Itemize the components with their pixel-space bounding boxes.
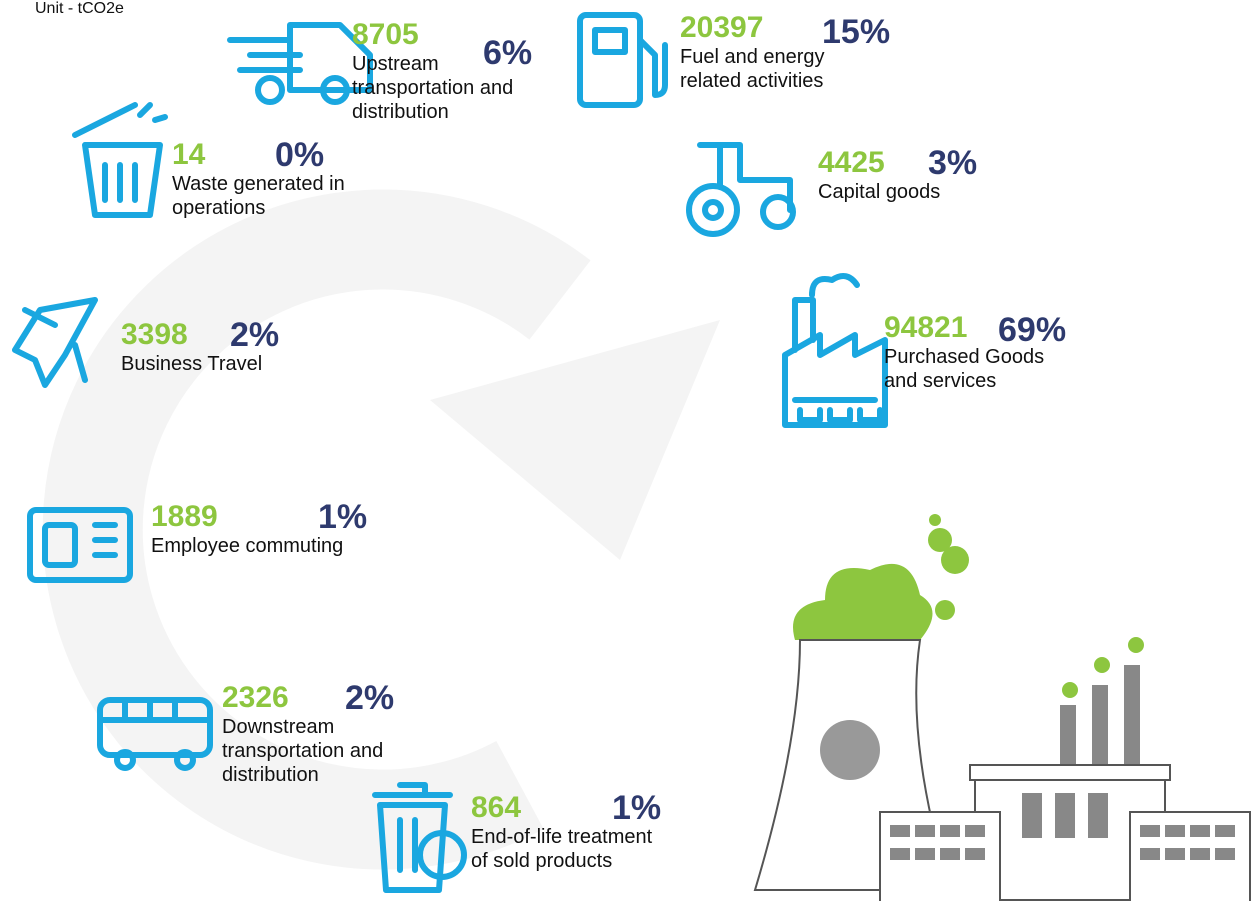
arrow-head [430,320,720,560]
category-label: and services [884,370,997,392]
category-label: Fuel and energy [680,46,825,68]
emission-share: 3% [928,144,978,182]
emission-value: 2326 [222,681,289,714]
category-label: Business Travel [121,353,263,375]
category-label: End-of-life treatment [471,826,653,848]
emission-share: 2% [345,679,395,717]
category-label: transportation and [222,740,384,762]
emission-share: 15% [822,13,891,51]
factory [753,514,1251,901]
emission-value: 1889 [151,500,218,533]
icons [12,12,888,893]
category-label: Waste generated in [172,173,345,195]
category-label: Capital goods [818,181,941,203]
emission-share: 0% [275,136,325,174]
cycle-arrow [42,189,591,870]
category-label: transportation and [352,77,514,99]
emission-value: 20397 [680,11,764,44]
emission-share: 2% [230,316,280,354]
emission-value: 94821 [884,311,968,344]
category-label: Purchased Goods [884,346,1045,368]
category-label: Employee commuting [151,535,344,557]
emission-value: 864 [471,791,522,824]
category-label: related activities [680,70,824,92]
category-label: distribution [352,101,449,123]
category-label: operations [172,197,266,219]
category-label: Downstream [222,716,335,738]
category-label: distribution [222,764,319,786]
emission-value: 8705 [352,18,419,51]
emission-value: 4425 [818,146,885,179]
emission-share: 1% [612,789,662,827]
emission-share: 1% [318,498,368,536]
emission-share: 6% [483,34,533,72]
category-label: Upstream [352,53,439,75]
unit-label: Unit - tCO2e [35,0,124,17]
emission-value: 3398 [121,318,188,351]
category-label: of sold products [471,850,613,872]
emission-share: 69% [998,311,1067,349]
emission-value: 14 [172,138,206,171]
